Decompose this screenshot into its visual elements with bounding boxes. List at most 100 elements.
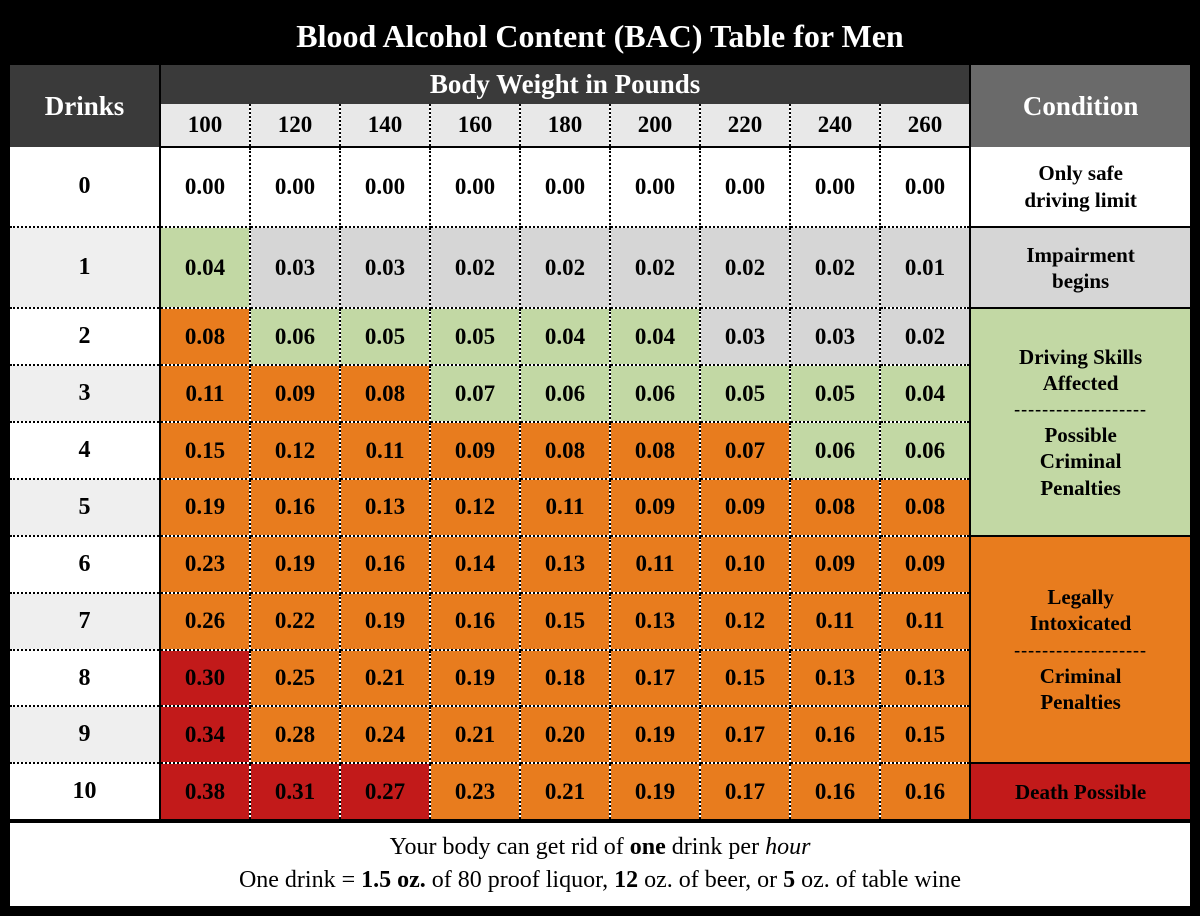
bac-value-cell: 0.09: [880, 536, 970, 593]
bac-value-cell: 0.12: [250, 422, 340, 479]
bac-value-cell: 0.00: [340, 147, 430, 227]
bac-value-cell: 0.02: [790, 227, 880, 308]
bac-value-cell: 0.19: [610, 763, 700, 820]
bac-value-cell: 0.15: [700, 650, 790, 707]
condition-text: Penalties: [977, 475, 1184, 501]
drinks-cell: 0: [10, 147, 160, 227]
bac-value-cell: 0.08: [160, 308, 250, 365]
header-condition: Condition: [970, 65, 1190, 147]
bac-value-cell: 0.16: [340, 536, 430, 593]
bac-value-cell: 0.00: [700, 147, 790, 227]
condition-text: Criminal: [977, 448, 1184, 474]
bac-value-cell: 0.16: [430, 593, 520, 650]
bac-value-cell: 0.38: [160, 763, 250, 820]
bac-value-cell: 0.16: [880, 763, 970, 820]
footer-bold: 5: [783, 867, 795, 893]
bac-value-cell: 0.06: [250, 308, 340, 365]
bac-value-cell: 0.23: [160, 536, 250, 593]
condition-cell: Death Possible: [970, 763, 1190, 820]
table-body: 00.000.000.000.000.000.000.000.000.00Onl…: [10, 147, 1190, 820]
bac-value-cell: 0.00: [790, 147, 880, 227]
bac-value-cell: 0.09: [610, 479, 700, 536]
bac-value-cell: 0.04: [160, 227, 250, 308]
bac-value-cell: 0.06: [520, 365, 610, 422]
bac-value-cell: 0.00: [610, 147, 700, 227]
header-weight: 240: [790, 104, 880, 147]
table-row: 10.040.030.030.020.020.020.020.020.01Imp…: [10, 227, 1190, 308]
bac-value-cell: 0.08: [880, 479, 970, 536]
bac-value-cell: 0.03: [700, 308, 790, 365]
header-weight: 120: [250, 104, 340, 147]
drinks-cell: 1: [10, 227, 160, 308]
header-weight: 180: [520, 104, 610, 147]
bac-value-cell: 0.02: [520, 227, 610, 308]
condition-text: Penalties: [977, 689, 1184, 715]
header-weight: 140: [340, 104, 430, 147]
drinks-cell: 2: [10, 308, 160, 365]
bac-value-cell: 0.06: [610, 365, 700, 422]
bac-value-cell: 0.11: [790, 593, 880, 650]
bac-value-cell: 0.07: [430, 365, 520, 422]
bac-value-cell: 0.04: [520, 308, 610, 365]
table-row: 20.080.060.050.050.040.040.030.030.02Dri…: [10, 308, 1190, 365]
bac-value-cell: 0.13: [610, 593, 700, 650]
bac-value-cell: 0.05: [340, 308, 430, 365]
bac-value-cell: 0.17: [700, 763, 790, 820]
condition-text: Only safe: [977, 160, 1184, 186]
bac-value-cell: 0.05: [790, 365, 880, 422]
bac-value-cell: 0.05: [430, 308, 520, 365]
footer-bold: one: [630, 834, 666, 860]
header-weight: 100: [160, 104, 250, 147]
bac-value-cell: 0.27: [340, 763, 430, 820]
bac-value-cell: 0.13: [790, 650, 880, 707]
condition-text: driving limit: [977, 187, 1184, 213]
header-weight: 200: [610, 104, 700, 147]
bac-value-cell: 0.03: [790, 308, 880, 365]
bac-value-cell: 0.16: [790, 763, 880, 820]
bac-value-cell: 0.08: [340, 365, 430, 422]
bac-value-cell: 0.04: [880, 365, 970, 422]
bac-value-cell: 0.00: [520, 147, 610, 227]
drinks-cell: 7: [10, 593, 160, 650]
page-title: Blood Alcohol Content (BAC) Table for Me…: [10, 10, 1190, 65]
drinks-cell: 6: [10, 536, 160, 593]
footer-note: Your body can get rid of one drink per h…: [10, 821, 1190, 906]
bac-value-cell: 0.03: [340, 227, 430, 308]
bac-value-cell: 0.12: [700, 593, 790, 650]
condition-text: Legally: [977, 584, 1184, 610]
bac-value-cell: 0.03: [250, 227, 340, 308]
bac-value-cell: 0.08: [610, 422, 700, 479]
bac-value-cell: 0.09: [700, 479, 790, 536]
bac-value-cell: 0.19: [250, 536, 340, 593]
bac-value-cell: 0.08: [520, 422, 610, 479]
table-row: 00.000.000.000.000.000.000.000.000.00Onl…: [10, 147, 1190, 227]
bac-value-cell: 0.23: [430, 763, 520, 820]
bac-value-cell: 0.00: [250, 147, 340, 227]
footer-text: oz. of beer, or: [638, 867, 783, 893]
bac-value-cell: 0.01: [880, 227, 970, 308]
bac-value-cell: 0.15: [520, 593, 610, 650]
bac-value-cell: 0.34: [160, 706, 250, 763]
bac-value-cell: 0.09: [250, 365, 340, 422]
footer-bold: 1.5 oz.: [361, 867, 426, 893]
bac-value-cell: 0.31: [250, 763, 340, 820]
bac-value-cell: 0.21: [340, 650, 430, 707]
bac-value-cell: 0.18: [520, 650, 610, 707]
bac-value-cell: 0.04: [610, 308, 700, 365]
bac-value-cell: 0.16: [790, 706, 880, 763]
bac-value-cell: 0.15: [880, 706, 970, 763]
footer-text: of 80 proof liquor,: [426, 867, 614, 893]
drinks-cell: 8: [10, 650, 160, 707]
header-weight: 260: [880, 104, 970, 147]
bac-value-cell: 0.02: [700, 227, 790, 308]
header-weight: 220: [700, 104, 790, 147]
header-body-weight: Body Weight in Pounds: [160, 65, 970, 104]
footer-bold: 12: [614, 867, 638, 893]
condition-cell: Driving SkillsAffected------------------…: [970, 308, 1190, 535]
condition-text: Possible: [977, 422, 1184, 448]
bac-value-cell: 0.13: [520, 536, 610, 593]
drinks-cell: 10: [10, 763, 160, 820]
bac-value-cell: 0.02: [880, 308, 970, 365]
bac-value-cell: 0.20: [520, 706, 610, 763]
bac-value-cell: 0.21: [430, 706, 520, 763]
